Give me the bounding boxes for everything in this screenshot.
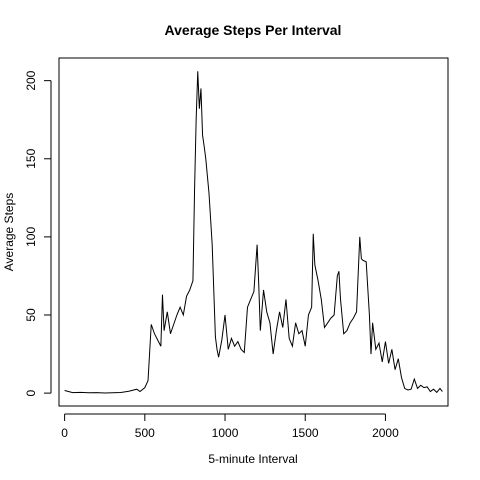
average-steps-series-line — [64, 71, 443, 394]
x-tick-label: 0 — [61, 426, 68, 440]
x-tick-label: 1500 — [292, 426, 319, 440]
x-tick-label: 2000 — [372, 426, 399, 440]
y-axis: 0 50 100 150 200 — [24, 70, 52, 396]
y-tick-label: 0 — [24, 389, 38, 396]
y-tick-label: 150 — [24, 148, 38, 168]
x-axis-label: 5-minute Interval — [208, 452, 297, 466]
x-axis: 0 500 1000 1500 2000 — [61, 413, 399, 440]
y-tick-label: 100 — [24, 227, 38, 247]
x-tick-label: 1000 — [212, 426, 239, 440]
plot-frame — [58, 57, 449, 407]
y-axis-label: Average Steps — [2, 193, 16, 272]
x-tick-label: 500 — [135, 426, 155, 440]
y-tick-label: 200 — [24, 70, 38, 90]
chart-title: Average Steps Per Interval — [165, 22, 342, 38]
y-tick-label: 50 — [24, 308, 38, 322]
